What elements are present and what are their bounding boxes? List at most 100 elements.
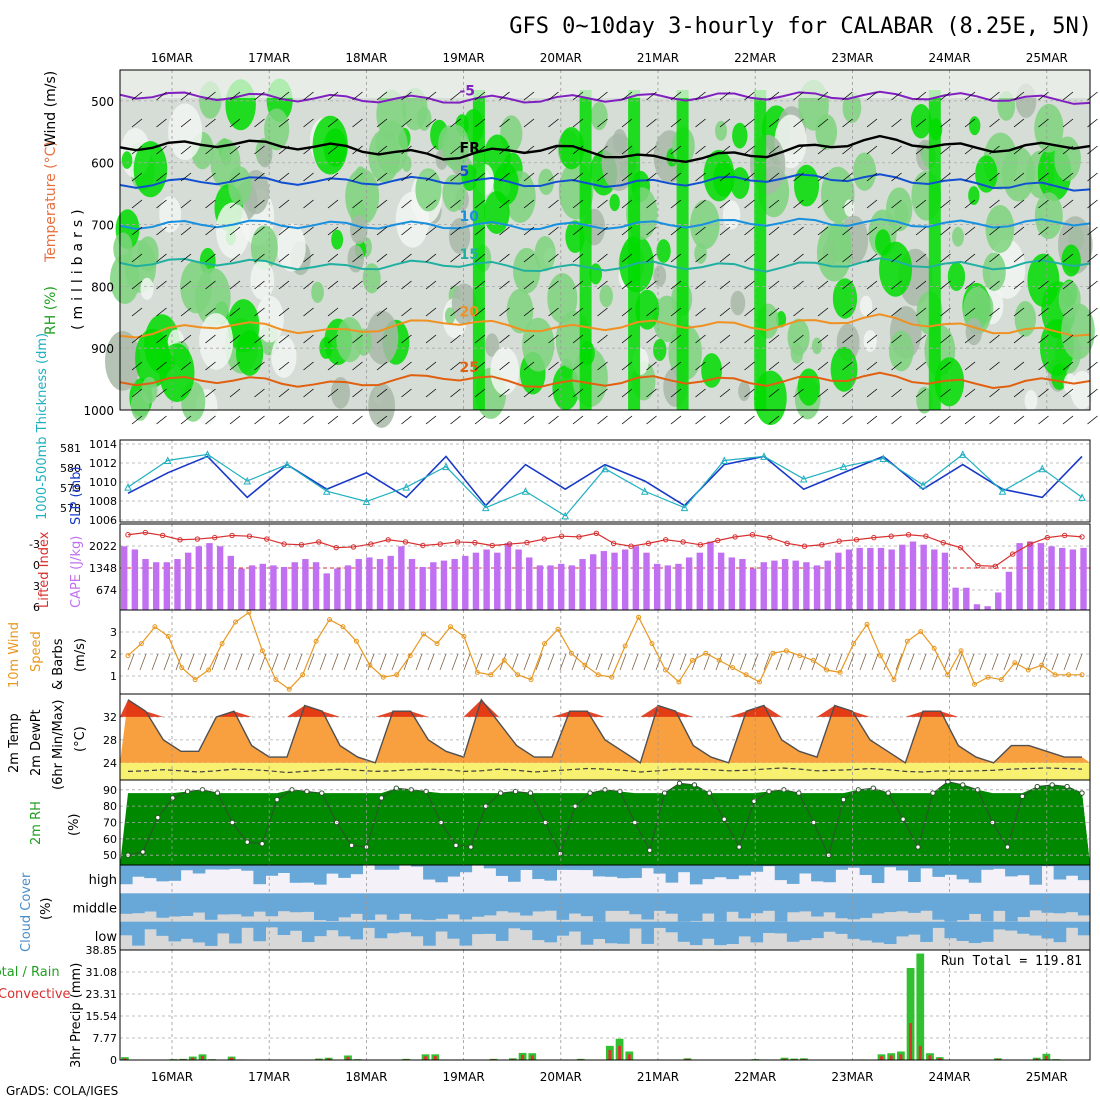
cape-bar xyxy=(920,544,927,610)
wind10-marker xyxy=(125,653,131,659)
wind-barb xyxy=(523,118,535,128)
wind-barb xyxy=(254,91,265,101)
wind10-marker xyxy=(380,674,386,680)
lifted-marker xyxy=(819,542,825,548)
rh-column xyxy=(928,90,941,410)
wind-tick-label: 1 xyxy=(110,670,117,683)
rh-column xyxy=(676,90,689,410)
wind10-marker xyxy=(945,672,951,678)
cloud-bar xyxy=(811,921,824,939)
cape-bar xyxy=(973,604,981,610)
wind-barb xyxy=(695,361,706,371)
wind-barb xyxy=(180,388,192,398)
wind-barb xyxy=(744,361,755,371)
lifted-marker xyxy=(923,533,929,539)
wind-barb xyxy=(793,253,804,263)
wind-barb xyxy=(352,307,363,317)
wind-barb xyxy=(1062,388,1074,398)
wind-barb xyxy=(523,199,535,209)
isotherm-line xyxy=(119,90,1091,105)
cloud-bar xyxy=(908,865,921,882)
cloud-bar xyxy=(483,893,497,916)
cape-bar xyxy=(376,559,384,610)
rh-shading-blob xyxy=(947,262,966,291)
cape-bar xyxy=(419,567,426,610)
wind10-barb xyxy=(955,653,963,671)
cloud-bar xyxy=(617,921,630,944)
wind10-marker xyxy=(891,677,897,683)
wind-barb xyxy=(1087,145,1098,155)
lifted-marker xyxy=(767,534,773,541)
temp-band-yellow xyxy=(120,762,1090,780)
wind-barb xyxy=(303,226,314,236)
cloud-bar xyxy=(229,893,242,915)
wind-barb xyxy=(866,253,878,263)
cloud-bar xyxy=(301,893,315,912)
cape-bar xyxy=(696,552,703,610)
isotherm-label: 5 xyxy=(460,164,470,180)
precip-convective-bar xyxy=(511,1058,515,1060)
cloud-bar xyxy=(435,921,448,932)
wind10-marker xyxy=(703,650,709,656)
wind-barb xyxy=(523,280,535,290)
wind-barb xyxy=(670,226,682,236)
rh-shading-blob xyxy=(257,143,273,168)
cloud-bar xyxy=(568,921,582,932)
precip-convective-bar xyxy=(996,1058,1000,1060)
lifted-marker xyxy=(1079,534,1085,540)
wind-barb xyxy=(131,172,143,182)
lifted-marker xyxy=(350,544,357,550)
wind-barb xyxy=(744,172,755,182)
thickness-marker xyxy=(481,503,490,512)
rh-marker xyxy=(870,785,877,791)
wind10-marker xyxy=(730,665,736,671)
rh-shading-blob xyxy=(484,333,500,357)
wind10-barb xyxy=(643,653,651,671)
wind-barb xyxy=(376,307,388,317)
isotherm-line xyxy=(119,371,1091,389)
wind-barb xyxy=(548,145,559,155)
wind10-barb xyxy=(391,653,399,671)
isotherm-label: 20 xyxy=(460,304,480,320)
cloud-bar xyxy=(277,865,291,874)
wind-barb xyxy=(499,118,510,128)
slp-tick-label: 1014 xyxy=(89,438,117,451)
wind10-barb xyxy=(859,653,867,671)
wind10-marker xyxy=(676,679,682,685)
wind-barb xyxy=(1013,253,1025,263)
wind-barb xyxy=(425,388,437,398)
wind10-barb xyxy=(163,653,171,671)
wind-barb xyxy=(964,118,976,128)
cape-bar xyxy=(121,546,128,610)
wind-barb xyxy=(842,307,853,317)
precip-convective-bar xyxy=(909,1023,913,1060)
wind-barb xyxy=(1062,280,1074,290)
cloud-bar xyxy=(920,865,933,869)
ylabel-temp: Temperature (°C) xyxy=(43,141,59,263)
wind-barb xyxy=(621,172,633,182)
pressure-tick-label: 700 xyxy=(91,219,114,233)
cloud-bar xyxy=(265,893,279,917)
lifted-marker xyxy=(125,532,131,538)
wind-barb xyxy=(597,253,608,263)
rh-shading-blob xyxy=(113,232,133,265)
cloud-bar xyxy=(641,893,654,920)
ylabel-pressure: (millibars) xyxy=(70,204,86,330)
wind-barb xyxy=(180,118,192,128)
wind-barb xyxy=(817,361,829,371)
thickness-marker xyxy=(680,503,689,512)
cape-bar xyxy=(579,559,586,610)
wind-barb xyxy=(621,199,633,209)
wind-barb xyxy=(866,307,878,317)
cape-bar xyxy=(835,552,842,610)
isotherm-line xyxy=(119,173,1091,192)
cloud-bar xyxy=(762,865,776,867)
lifted-marker xyxy=(541,536,547,542)
rh-shading-blob xyxy=(538,168,555,196)
wind-barb xyxy=(866,172,878,182)
cloud-bar xyxy=(932,921,945,928)
wind-barb xyxy=(915,226,927,236)
wind-barb xyxy=(1038,226,1049,236)
cape-bar xyxy=(387,555,394,610)
wind-barb xyxy=(254,280,265,290)
